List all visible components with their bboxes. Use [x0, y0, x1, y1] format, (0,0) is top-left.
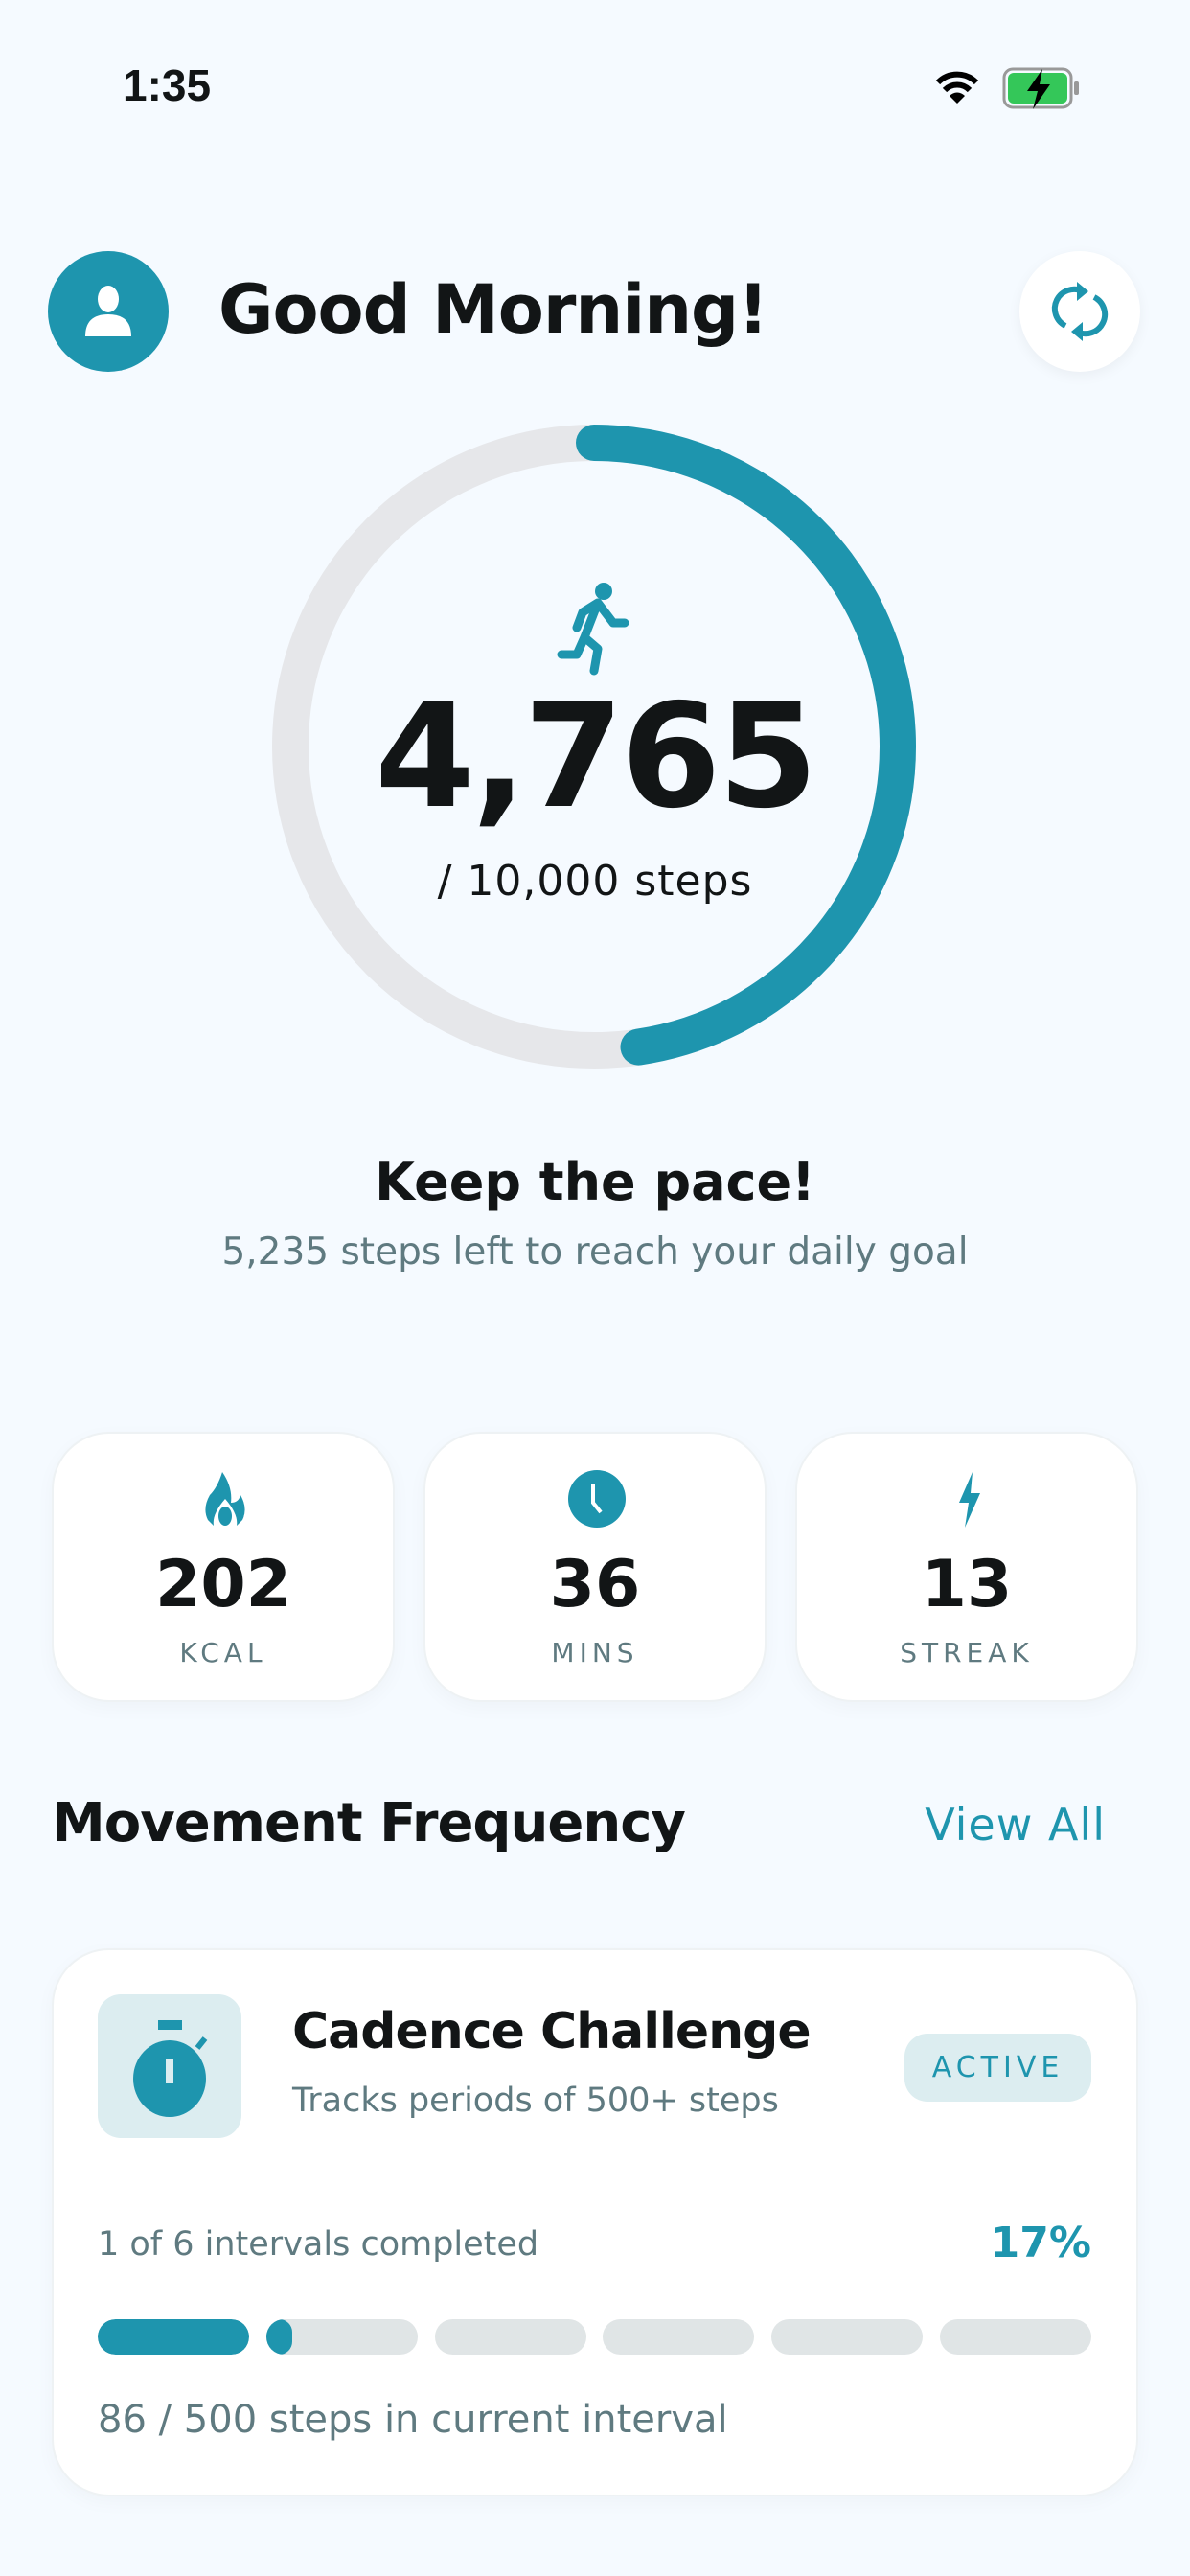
stat-label: MINS [551, 1637, 639, 1668]
stat-value: 36 [549, 1547, 641, 1622]
stat-label: KCAL [179, 1637, 267, 1668]
status-badge: ACTIVE [904, 2034, 1091, 2102]
steps-progress-ring [272, 425, 916, 1069]
battery-icon [1002, 67, 1079, 109]
stat-value: 202 [155, 1547, 291, 1622]
greeting-title: Good Morning! [218, 270, 768, 349]
lightning-icon [959, 1472, 980, 1528]
interval-segment [771, 2319, 924, 2355]
clock-icon [568, 1470, 626, 1528]
stat-card-streak: 13 STREAK [795, 1432, 1138, 1702]
challenge-icon-box [98, 1994, 241, 2138]
stat-card-mins: 36 MINS [423, 1432, 767, 1702]
view-all-link[interactable]: View All [925, 1799, 1106, 1851]
steps-count: 4,765 [375, 674, 817, 840]
challenge-percent: 17% [990, 2219, 1091, 2267]
stat-value: 13 [921, 1547, 1013, 1622]
avatar[interactable] [48, 251, 169, 372]
interval-segment [98, 2319, 249, 2355]
interval-segment [434, 2319, 586, 2355]
refresh-button[interactable] [1019, 251, 1140, 372]
steps-goal: / 10,000 steps [437, 857, 753, 906]
ring-progress [272, 425, 916, 1069]
motivation-title: Keep the pace! [375, 1152, 815, 1212]
challenge-subtitle: Tracks periods of 500+ steps [292, 2082, 779, 2120]
motivation-subtitle: 5,235 steps left to reach your daily goa… [221, 1230, 969, 1274]
wifi-icon [935, 71, 979, 104]
current-interval-text: 86 / 500 steps in current interval [98, 2398, 728, 2442]
flame-icon [205, 1472, 245, 1526]
interval-segment [940, 2319, 1091, 2355]
interval-segment-fill [98, 2319, 249, 2355]
running-icon [557, 583, 629, 676]
section-title: Movement Frequency [52, 1792, 686, 1854]
refresh-icon [1051, 282, 1109, 341]
stopwatch-icon [133, 2020, 208, 2117]
interval-segment [603, 2319, 755, 2355]
stat-card-kcal: 202 KCAL [52, 1432, 395, 1702]
intervals-completed: 1 of 6 intervals completed [98, 2225, 539, 2264]
status-time: 1:35 [123, 60, 212, 110]
interval-segment [265, 2319, 418, 2355]
challenge-title: Cadence Challenge [292, 2003, 812, 2060]
stat-label: STREAK [900, 1637, 1034, 1668]
interval-segment-fill [265, 2319, 292, 2355]
user-icon [85, 286, 131, 336]
